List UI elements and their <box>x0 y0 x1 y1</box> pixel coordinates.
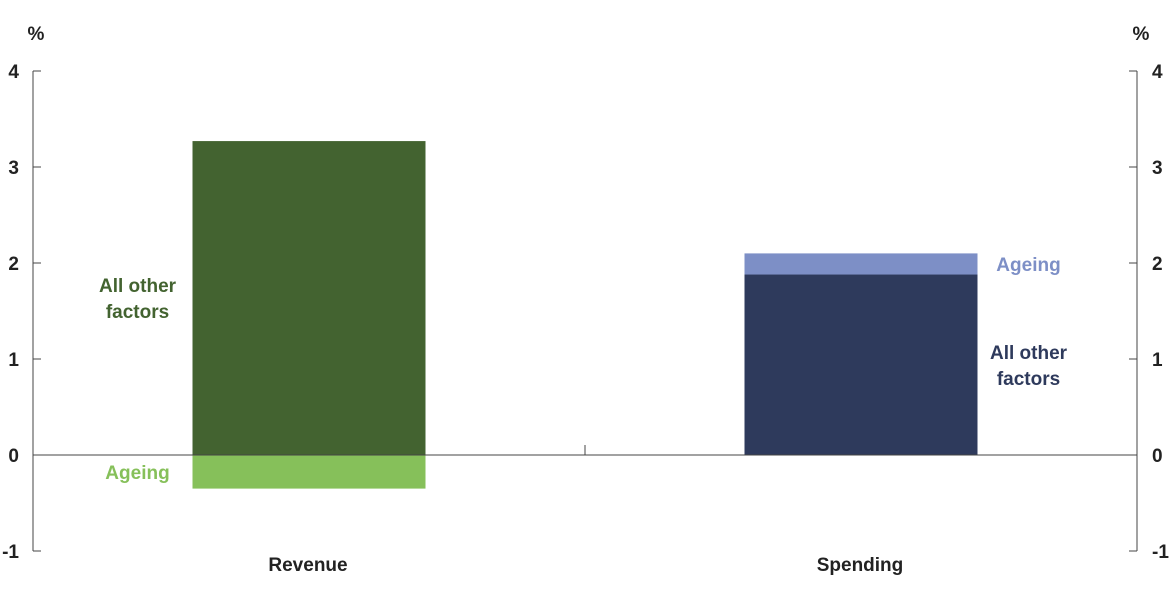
left-unit-label: % <box>28 24 45 45</box>
bar-spending-ageing <box>744 253 978 275</box>
left-tick-label: 2 <box>8 254 19 275</box>
segment-label: Ageing <box>105 463 169 484</box>
category-label: Spending <box>817 555 904 576</box>
segment-label: factors <box>997 369 1060 390</box>
right-unit-label: % <box>1133 24 1150 45</box>
left-tick-label: 1 <box>8 350 19 371</box>
right-tick-label: 0 <box>1152 446 1163 467</box>
segment-label: Ageing <box>996 255 1060 276</box>
left-tick-label: 0 <box>8 446 19 467</box>
category-label: Revenue <box>268 555 347 576</box>
left-tick-label: 4 <box>8 62 19 83</box>
segment-label: All other <box>99 276 177 297</box>
right-tick-label: 3 <box>1152 158 1163 179</box>
segment-label: All other <box>990 343 1068 364</box>
right-tick-label: -1 <box>1152 542 1169 563</box>
right-tick-label: 1 <box>1152 350 1163 371</box>
bar-revenue-ageing <box>192 455 426 489</box>
right-tick-label: 4 <box>1152 62 1163 83</box>
segment-label: factors <box>106 302 169 323</box>
left-tick-label: -1 <box>2 542 19 563</box>
bar-revenue-all-other-factors <box>192 141 426 455</box>
right-tick-label: 2 <box>1152 254 1163 275</box>
left-tick-label: 3 <box>8 158 19 179</box>
bar-spending-all-other-factors <box>744 274 978 455</box>
